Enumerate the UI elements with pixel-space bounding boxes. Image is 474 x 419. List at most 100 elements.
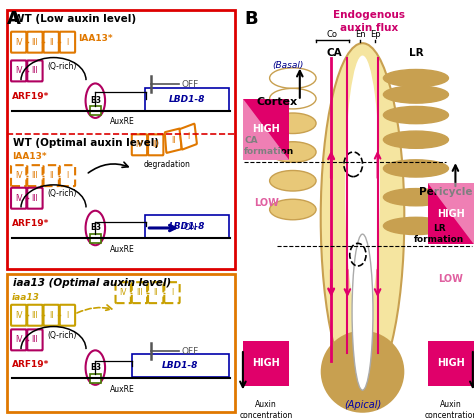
Text: IAA13*: IAA13*: [78, 34, 112, 43]
FancyBboxPatch shape: [90, 374, 101, 383]
FancyBboxPatch shape: [44, 305, 59, 326]
Text: LBD1-8: LBD1-8: [169, 95, 205, 103]
Text: ARF19*: ARF19*: [12, 220, 49, 228]
FancyBboxPatch shape: [165, 129, 182, 153]
Text: IV: IV: [15, 38, 22, 47]
FancyBboxPatch shape: [132, 354, 228, 378]
Text: Cortex: Cortex: [256, 97, 297, 107]
Text: OFF: OFF: [181, 80, 199, 89]
Ellipse shape: [383, 86, 448, 103]
FancyBboxPatch shape: [146, 88, 228, 111]
Ellipse shape: [270, 113, 316, 134]
FancyBboxPatch shape: [7, 274, 235, 411]
Ellipse shape: [321, 331, 404, 413]
Ellipse shape: [383, 70, 448, 87]
Text: II: II: [49, 171, 54, 180]
Text: III: III: [136, 288, 143, 297]
Ellipse shape: [383, 131, 448, 148]
FancyBboxPatch shape: [148, 134, 164, 155]
Text: LR
formation: LR formation: [414, 225, 465, 244]
Text: iaa13 (Optimal auxin level): iaa13 (Optimal auxin level): [13, 278, 171, 288]
FancyBboxPatch shape: [180, 124, 197, 150]
Ellipse shape: [383, 217, 448, 235]
Text: CA: CA: [327, 49, 342, 59]
Text: AuxRE: AuxRE: [110, 117, 135, 126]
FancyBboxPatch shape: [90, 234, 101, 243]
Text: II: II: [49, 311, 54, 320]
Ellipse shape: [352, 234, 373, 390]
Text: LBD1-8: LBD1-8: [162, 362, 198, 370]
Text: I: I: [66, 171, 69, 180]
FancyBboxPatch shape: [27, 188, 43, 209]
Text: HIGH: HIGH: [437, 209, 465, 219]
FancyBboxPatch shape: [243, 98, 289, 160]
Ellipse shape: [321, 43, 404, 392]
Text: B3: B3: [90, 223, 101, 233]
Text: B: B: [244, 10, 258, 28]
Text: I: I: [66, 38, 69, 47]
FancyBboxPatch shape: [146, 215, 228, 238]
Text: (Q-rich): (Q-rich): [48, 189, 77, 198]
Text: I: I: [171, 288, 173, 297]
FancyBboxPatch shape: [11, 329, 27, 350]
Text: III: III: [32, 171, 38, 180]
Text: Endogenous
auxin flux: Endogenous auxin flux: [334, 10, 405, 33]
Text: IV: IV: [15, 194, 22, 203]
Ellipse shape: [270, 199, 316, 220]
FancyBboxPatch shape: [27, 32, 43, 53]
Text: II: II: [171, 136, 175, 145]
Text: IV: IV: [15, 67, 22, 75]
Ellipse shape: [345, 55, 380, 323]
Text: iaa13: iaa13: [12, 293, 40, 302]
FancyBboxPatch shape: [11, 305, 27, 326]
Text: LOW: LOW: [438, 274, 463, 285]
FancyBboxPatch shape: [27, 329, 43, 350]
Text: AuxRE: AuxRE: [110, 385, 135, 394]
Circle shape: [86, 83, 105, 118]
Text: HIGH: HIGH: [437, 359, 465, 368]
Text: WT (Optimal auxin level): WT (Optimal auxin level): [13, 137, 159, 147]
Circle shape: [86, 350, 105, 385]
Text: WT (Low auxin level): WT (Low auxin level): [13, 14, 136, 24]
Text: A: A: [7, 10, 21, 28]
Text: III: III: [32, 67, 38, 75]
Text: IV: IV: [15, 335, 22, 344]
FancyBboxPatch shape: [44, 32, 59, 53]
Text: En: En: [355, 30, 365, 39]
Ellipse shape: [270, 142, 316, 162]
Text: B3: B3: [90, 363, 101, 372]
Text: IV: IV: [15, 171, 22, 180]
Text: III: III: [32, 38, 38, 47]
Text: III: III: [32, 335, 38, 344]
FancyBboxPatch shape: [60, 305, 75, 326]
Text: IV: IV: [15, 311, 22, 320]
Text: (Apical): (Apical): [344, 401, 381, 411]
Text: LR: LR: [409, 49, 423, 59]
FancyBboxPatch shape: [243, 341, 289, 386]
FancyBboxPatch shape: [27, 305, 43, 326]
Text: Auxin
concentration: Auxin concentration: [424, 401, 474, 419]
Text: IV: IV: [119, 288, 127, 297]
FancyBboxPatch shape: [11, 60, 27, 81]
FancyBboxPatch shape: [428, 183, 474, 244]
FancyBboxPatch shape: [60, 32, 75, 53]
Text: (Q-rich): (Q-rich): [48, 62, 77, 71]
FancyBboxPatch shape: [90, 106, 101, 115]
Text: Auxin
concentration: Auxin concentration: [239, 401, 293, 419]
Text: CA
formation: CA formation: [244, 136, 294, 155]
Text: degradation: degradation: [144, 160, 191, 169]
Ellipse shape: [383, 189, 448, 206]
Text: III: III: [152, 140, 159, 149]
Text: I: I: [187, 132, 189, 141]
Text: AuxRE: AuxRE: [110, 245, 135, 254]
Text: OFF: OFF: [181, 347, 199, 356]
FancyBboxPatch shape: [11, 188, 27, 209]
Text: Ep: Ep: [370, 30, 381, 39]
Text: IV: IV: [136, 140, 143, 149]
FancyBboxPatch shape: [132, 134, 147, 155]
Circle shape: [86, 211, 105, 245]
Text: II: II: [49, 38, 54, 47]
Ellipse shape: [383, 160, 448, 177]
Text: I: I: [66, 311, 69, 320]
Text: (Q-rich): (Q-rich): [48, 331, 77, 340]
